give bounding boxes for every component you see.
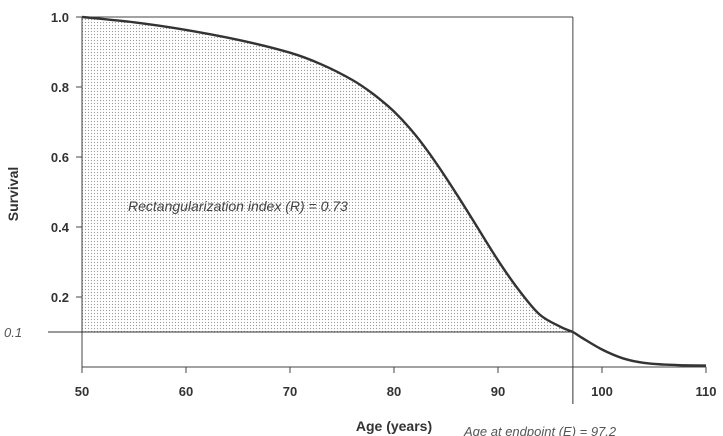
x-tick-label-110: 110	[696, 384, 717, 399]
x-axis-title: Age (years)	[356, 418, 432, 434]
x-tick-label-50: 50	[75, 384, 89, 399]
y-tick-label-0.8: 0.8	[51, 80, 69, 95]
endpoint-annotation: Age at endpoint (E) = 97.2	[463, 424, 617, 436]
ref-line-label: 0.1	[4, 325, 22, 340]
x-tick-label-80: 80	[387, 384, 401, 399]
index-annotation: Rectangularization index (R) = 0.73	[128, 198, 348, 214]
x-tick-label-100: 100	[591, 384, 613, 399]
survival-curve	[81, 15, 707, 367]
x-tick-label-90: 90	[491, 384, 505, 399]
y-tick-label-1.0: 1.0	[51, 10, 69, 25]
y-tick-label-0.6: 0.6	[51, 150, 69, 165]
x-axis-ticks: 50 60 70 80 90 100 110	[75, 367, 717, 399]
y-tick-label-0.4: 0.4	[51, 220, 70, 235]
x-tick-label-60: 60	[179, 384, 193, 399]
y-tick-label-0.2: 0.2	[51, 290, 69, 305]
x-tick-label-70: 70	[283, 384, 297, 399]
shaded-area	[82, 17, 573, 332]
y-axis-ticks: 1.0 0.8 0.6 0.4 0.2	[51, 10, 82, 305]
y-axis-title: Survival	[5, 167, 21, 221]
